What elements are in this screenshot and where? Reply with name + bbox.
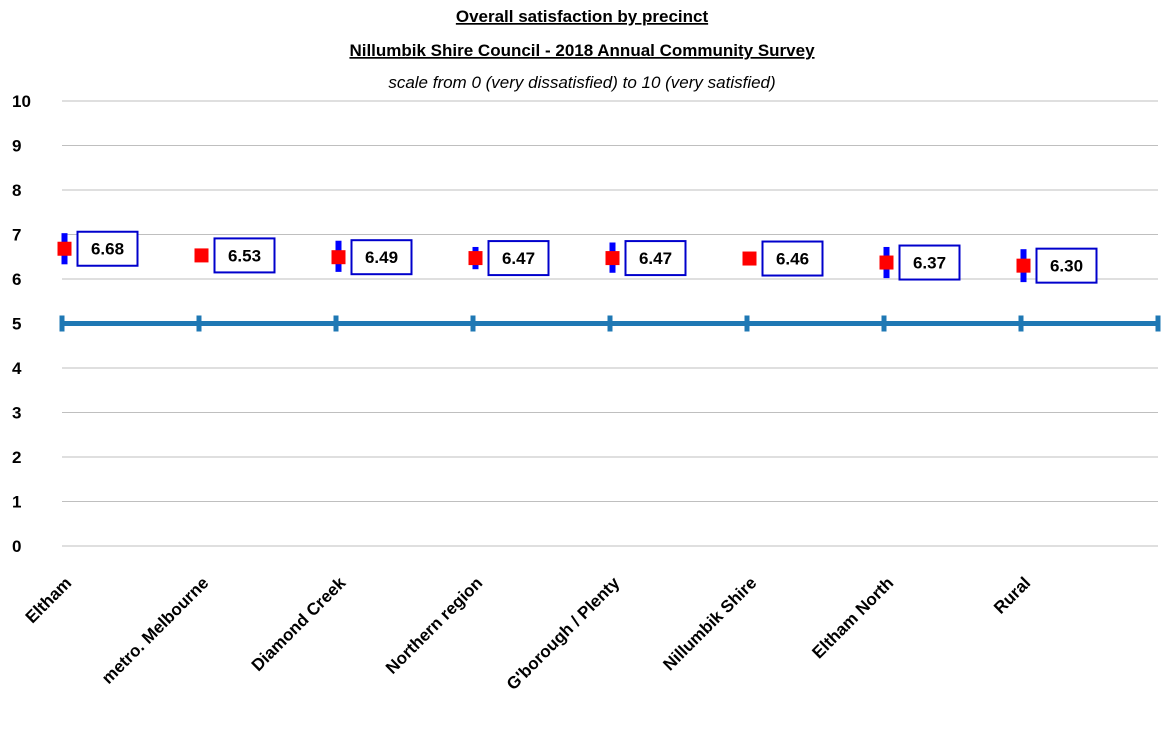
data-point-marker (331, 250, 346, 265)
x-axis-category-labels: Eltham metro. Melbourne Diamond Creek North… (22, 573, 1035, 694)
chart-subtitle-line2: scale from 0 (very dissatisfied) to 10 (… (388, 73, 775, 92)
data-label-box (898, 244, 961, 281)
reference-line-group (59, 315, 1161, 332)
data-point-marker (605, 251, 620, 266)
data-label: 6.47 (639, 249, 672, 268)
data-label-box (761, 240, 824, 277)
x-category-label: Nillumbik Shire (659, 573, 760, 674)
y-tick-label: 10 (12, 92, 31, 111)
x-category-label: G'borough / Plenty (503, 573, 624, 694)
y-tick-label: 3 (12, 404, 21, 423)
y-tick-label: 2 (12, 448, 21, 467)
data-label: 6.37 (913, 254, 946, 273)
y-axis-tick-labels: 0 1 2 3 4 5 6 7 8 9 10 (12, 92, 31, 556)
data-label: 6.49 (365, 248, 398, 267)
y-tick-label: 6 (12, 270, 21, 289)
data-label: 6.46 (776, 250, 809, 269)
data-point-marker (879, 255, 894, 270)
y-tick-label: 4 (12, 359, 22, 378)
data-label-box (350, 239, 413, 276)
data-label: 6.68 (91, 240, 124, 259)
x-category-label: Eltham (22, 573, 76, 627)
data-point-marker (57, 241, 72, 256)
data-point-marker (742, 251, 757, 266)
data-point-marker (1016, 258, 1031, 273)
data-label-box (76, 230, 139, 267)
x-category-label: Diamond Creek (248, 573, 350, 675)
data-label: 6.30 (1050, 257, 1083, 276)
x-category-label: metro. Melbourne (98, 573, 212, 687)
y-tick-label: 9 (12, 137, 21, 156)
chart-title: Overall satisfaction by precinct (456, 7, 709, 26)
chart-subtitle-line1: Nillumbik Shire Council - 2018 Annual Co… (349, 41, 815, 60)
y-tick-label: 8 (12, 181, 21, 200)
x-category-label: Eltham North (808, 573, 897, 662)
y-tick-label: 0 (12, 537, 21, 556)
data-label-box (624, 240, 687, 277)
data-point-marker (468, 251, 483, 266)
x-category-label: Northern region (382, 573, 486, 677)
data-label-box (213, 237, 276, 274)
data-label: 6.47 (502, 249, 535, 268)
series-points: 6.68 6.53 6.49 6.47 6.47 6.46 6.37 6.30 (57, 230, 1098, 284)
data-label-box (1035, 247, 1098, 284)
data-label-box (487, 240, 550, 277)
data-label: 6.53 (228, 246, 261, 265)
y-tick-label: 1 (12, 493, 21, 512)
x-category-label: Rural (990, 573, 1034, 617)
y-tick-label: 7 (12, 226, 21, 245)
data-point-marker (194, 248, 209, 263)
y-tick-label: 5 (12, 315, 21, 334)
